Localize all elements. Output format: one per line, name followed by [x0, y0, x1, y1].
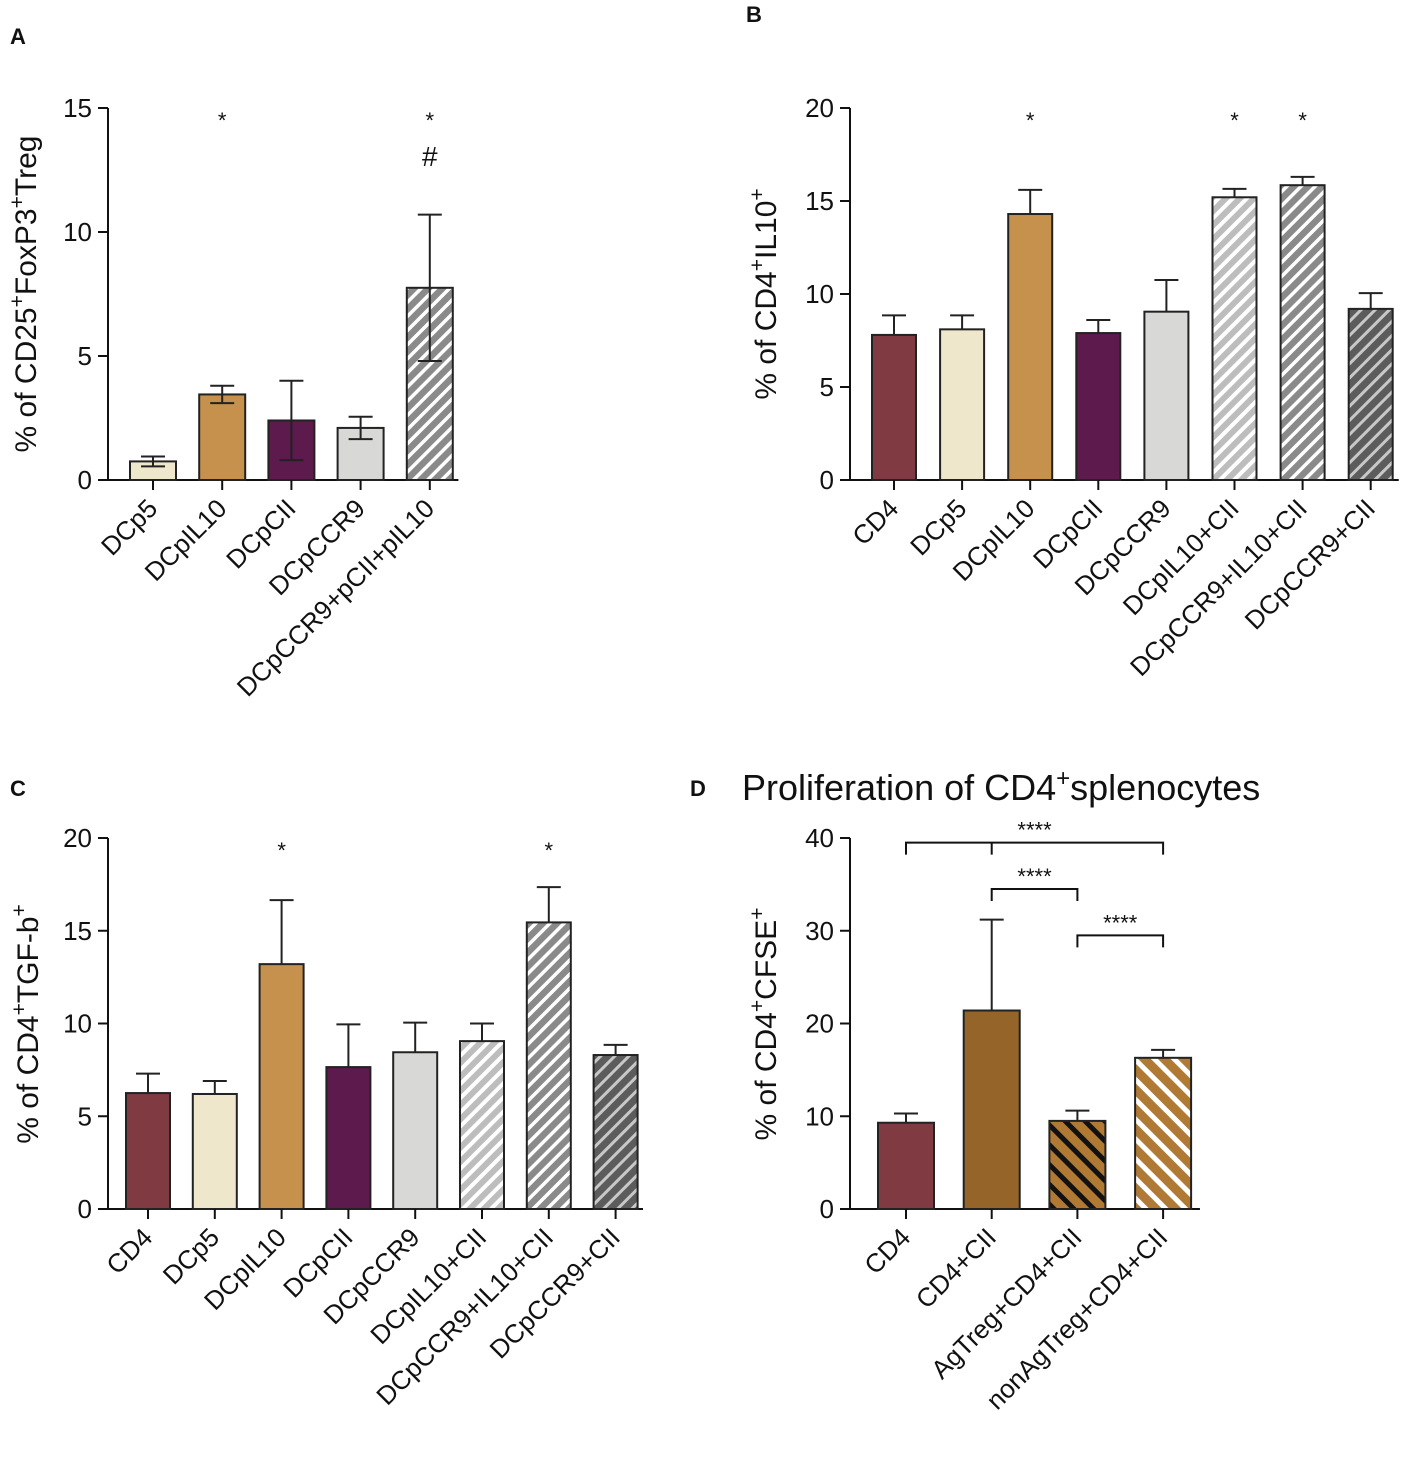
- panel-d-y-tick-label: 30: [805, 916, 834, 946]
- panel-letter-c: C: [10, 776, 26, 801]
- panel-d-bracket-label: ****: [1103, 910, 1138, 935]
- panel-c-category-label: CD4: [100, 1222, 158, 1280]
- panel-a-significance-label: *: [426, 108, 435, 133]
- panel-c-y-tick-label: 0: [78, 1194, 92, 1224]
- panel-b-bar: [1347, 307, 1394, 481]
- panel-d-significance-bracket: [1076, 934, 1165, 948]
- panel-b-bar: [1143, 310, 1190, 482]
- panel-d: D Proliferation of CD4+splenocytes % of …: [690, 765, 1260, 1415]
- panel-a: A % of CD25+FoxP3+Treg 051015DCp5DCpIL10…: [6, 24, 459, 702]
- panel-c-y-tick-label: 20: [63, 823, 92, 853]
- panel-a-significance-label: #: [422, 141, 438, 172]
- panel-d-y-tick-label: 0: [820, 1194, 834, 1224]
- panel-a-y-axis-label: % of CD25+FoxP3+Treg: [6, 136, 43, 453]
- panel-a-y-tick-label: 5: [78, 341, 92, 371]
- panel-b-bar: [1279, 184, 1326, 481]
- panel-d-category-label: CD4: [858, 1222, 916, 1280]
- panel-a-significance-label: *: [218, 108, 227, 133]
- panel-a-bar: [198, 393, 247, 481]
- panel-c-y-tick-label: 5: [78, 1101, 92, 1131]
- panel-c: C % of CD4+TGF-b+ 05101520CD4DCp5DCpIL10…: [8, 776, 643, 1411]
- panel-d-bracket-label: ****: [1017, 864, 1052, 889]
- panel-d-y-axis-label: % of CD4+CFSE+: [746, 908, 783, 1141]
- panel-letter-d: D: [690, 776, 706, 801]
- panel-c-bar: [392, 1051, 439, 1210]
- panel-d-category-label: AgTreg+CD4+CII: [925, 1222, 1088, 1385]
- panel-b-bar: [1007, 213, 1054, 482]
- panel-a-plot: 051015DCp5DCpIL10DCpCIIDCpCCR9DCpCCR9+pC…: [63, 93, 459, 702]
- panel-b-significance-label: *: [1298, 108, 1307, 133]
- panel-c-bar: [525, 921, 572, 1211]
- panel-b-y-axis-label: % of CD4+IL10+: [746, 188, 783, 399]
- panel-d-plot: 010203040CD4CD4+CIIAgTreg+CD4+CIInonAgTr…: [805, 818, 1200, 1415]
- panel-c-bar: [191, 1092, 238, 1210]
- panel-d-bar: [962, 1009, 1021, 1211]
- panel-c-significance-label: *: [545, 838, 554, 863]
- panel-c-bar: [459, 1040, 505, 1211]
- panel-c-plot: 05101520CD4DCp5DCpIL10DCpCIIDCpCCR9DCpIL…: [63, 823, 643, 1411]
- panel-a-y-tick-label: 10: [63, 217, 92, 247]
- panel-b-bar: [1075, 332, 1122, 481]
- panel-d-significance-bracket: [990, 888, 1079, 902]
- panel-b-bar: [939, 328, 986, 481]
- panel-d-bracket-label: ****: [1017, 818, 1052, 843]
- panel-c-bar: [325, 1066, 372, 1211]
- panel-c-y-axis-label: % of CD4+TGF-b+: [8, 904, 45, 1144]
- panel-b-y-tick-label: 5: [820, 372, 834, 402]
- panel-b-significance-label: *: [1026, 108, 1035, 133]
- panel-d-y-tick-label: 40: [805, 823, 834, 853]
- panel-b-y-tick-label: 20: [805, 93, 834, 123]
- panel-c-bar: [125, 1092, 171, 1210]
- panel-c-y-tick-label: 15: [63, 916, 92, 946]
- panel-b-y-tick-label: 15: [805, 186, 834, 216]
- panel-d-y-tick-label: 20: [805, 1009, 834, 1039]
- panel-a-y-tick-label: 0: [78, 465, 92, 495]
- panel-b-bar: [871, 333, 917, 482]
- panel-b-y-tick-label: 10: [805, 279, 834, 309]
- panel-letter-a: A: [10, 24, 26, 49]
- panel-d-significance-bracket: [905, 841, 1165, 855]
- panel-c-y-tick-label: 10: [63, 1009, 92, 1039]
- panel-b-bar: [1211, 196, 1258, 481]
- panel-d-bar: [1048, 1119, 1107, 1210]
- panel-c-significance-label: *: [277, 838, 286, 863]
- panel-d-bar: [1134, 1056, 1193, 1210]
- panel-b-category-label: CD4: [846, 493, 904, 551]
- panel-a-y-tick-label: 15: [63, 93, 92, 123]
- panel-d-title: Proliferation of CD4+splenocytes: [742, 765, 1260, 808]
- panel-letter-b: B: [746, 2, 762, 27]
- panel-d-y-tick-label: 10: [805, 1101, 834, 1131]
- panel-c-bar: [258, 963, 305, 1211]
- panel-b-significance-label: *: [1230, 108, 1239, 133]
- panel-c-bar: [592, 1054, 639, 1211]
- panel-b-y-tick-label: 0: [820, 465, 834, 495]
- panel-d-bar: [877, 1121, 935, 1211]
